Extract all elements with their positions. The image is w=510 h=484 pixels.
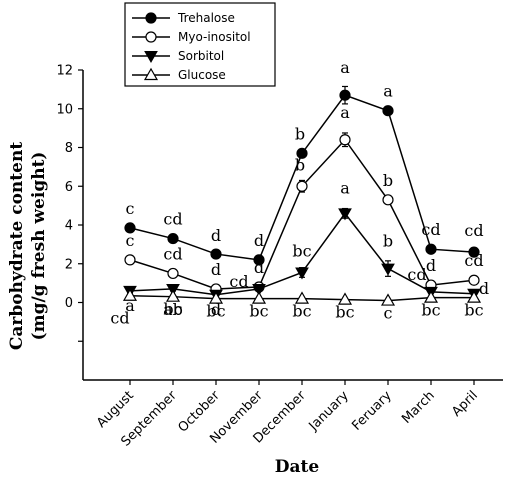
data-point — [468, 274, 480, 286]
significance-label: cd — [464, 251, 483, 270]
significance-label: d — [254, 231, 264, 250]
data-point — [122, 288, 138, 301]
data-point — [145, 12, 157, 24]
significance-label: c — [384, 304, 393, 323]
significance-label: cd — [229, 272, 248, 291]
data-point — [381, 263, 395, 276]
significance-label: cd — [464, 221, 483, 240]
data-point — [253, 254, 265, 266]
significance-label: bc — [421, 301, 440, 320]
data-point — [145, 31, 157, 43]
data-point — [252, 283, 266, 296]
significance-label: bc — [206, 302, 225, 321]
significance-label: bc — [335, 303, 354, 322]
significance-label: cd — [407, 265, 426, 284]
x-tick-label: April — [449, 388, 481, 420]
significance-label: c — [126, 231, 135, 250]
legend-label: Myo-inositol — [178, 30, 251, 44]
x-tick-label: August — [94, 388, 137, 431]
series-glucose — [122, 288, 482, 306]
data-point — [167, 232, 179, 245]
data-point — [296, 180, 308, 192]
data-point — [251, 291, 267, 304]
y-tick-label: 10 — [56, 102, 73, 117]
significance-label: cd — [421, 220, 440, 239]
significance-label: a — [383, 82, 393, 101]
data-point — [338, 208, 352, 221]
legend-label: Glucose — [178, 68, 226, 82]
significance-label: bc — [163, 300, 182, 319]
data-point — [296, 147, 308, 159]
data-point — [382, 194, 394, 206]
data-point — [425, 243, 437, 255]
data-point — [382, 105, 394, 117]
y-tick-label: 4 — [65, 219, 73, 234]
data-point — [339, 134, 351, 146]
x-tick-label: Feruary — [349, 388, 395, 434]
significance-label: d — [211, 300, 221, 319]
significance-label: d — [211, 226, 221, 245]
significance-label: d — [254, 258, 264, 277]
data-point — [124, 222, 136, 234]
y-tick-label: 8 — [65, 141, 73, 156]
x-axis-title: Date — [275, 457, 320, 477]
data-point — [294, 291, 310, 304]
y-tick-label: 12 — [56, 64, 73, 79]
significance-label: cd — [163, 244, 182, 263]
data-point — [167, 267, 179, 280]
legend: Trehalose Myo-inositol Sorbitol Glucose — [124, 2, 276, 87]
data-point — [337, 292, 353, 305]
y-tick-label: 6 — [65, 180, 73, 195]
significance-label: d — [211, 260, 221, 279]
data-point — [208, 291, 224, 304]
data-point — [380, 293, 396, 306]
significance-label: a — [340, 58, 350, 77]
significance-label: cd — [110, 309, 129, 328]
y-axis-title-line1: Carbohydrate content — [7, 142, 27, 350]
significance-label: cd — [163, 210, 182, 229]
y-axis-title-line2: (mg/g fresh weight) — [29, 152, 49, 341]
significance-label: b — [295, 155, 305, 174]
significance-label: b — [295, 124, 305, 143]
legend-label: Trehalose — [177, 11, 235, 25]
x-tick-label: March — [399, 388, 438, 427]
significance-label: bc — [249, 302, 268, 321]
significance-label: ab — [163, 300, 183, 319]
data-point — [423, 290, 439, 303]
data-point — [144, 51, 158, 64]
significance-label: bc — [292, 302, 311, 321]
significance-label: b — [383, 232, 393, 251]
data-point — [143, 67, 159, 81]
data-point — [165, 289, 181, 302]
data-point — [466, 290, 482, 303]
significance-label: a — [125, 296, 135, 315]
data-point — [468, 246, 480, 258]
x-tick-label: January — [306, 388, 352, 434]
legend-label: Sorbitol — [178, 49, 224, 63]
data-point — [339, 89, 351, 101]
y-tick-label: 2 — [65, 257, 73, 272]
significance-label: a — [340, 178, 350, 197]
series-trehalose — [124, 85, 480, 266]
significance-label: a — [340, 103, 350, 122]
series-layer — [122, 85, 482, 306]
significance-label: b — [383, 171, 393, 190]
significance-label: bc — [292, 241, 311, 260]
data-point — [295, 267, 309, 280]
data-point — [210, 248, 222, 260]
data-point — [124, 254, 136, 266]
y-tick-label: 0 — [65, 296, 73, 311]
significance-label: c — [126, 199, 135, 218]
significance-label: bc — [464, 301, 483, 320]
significance-label: d — [479, 279, 489, 298]
significance-label: d — [426, 256, 436, 275]
